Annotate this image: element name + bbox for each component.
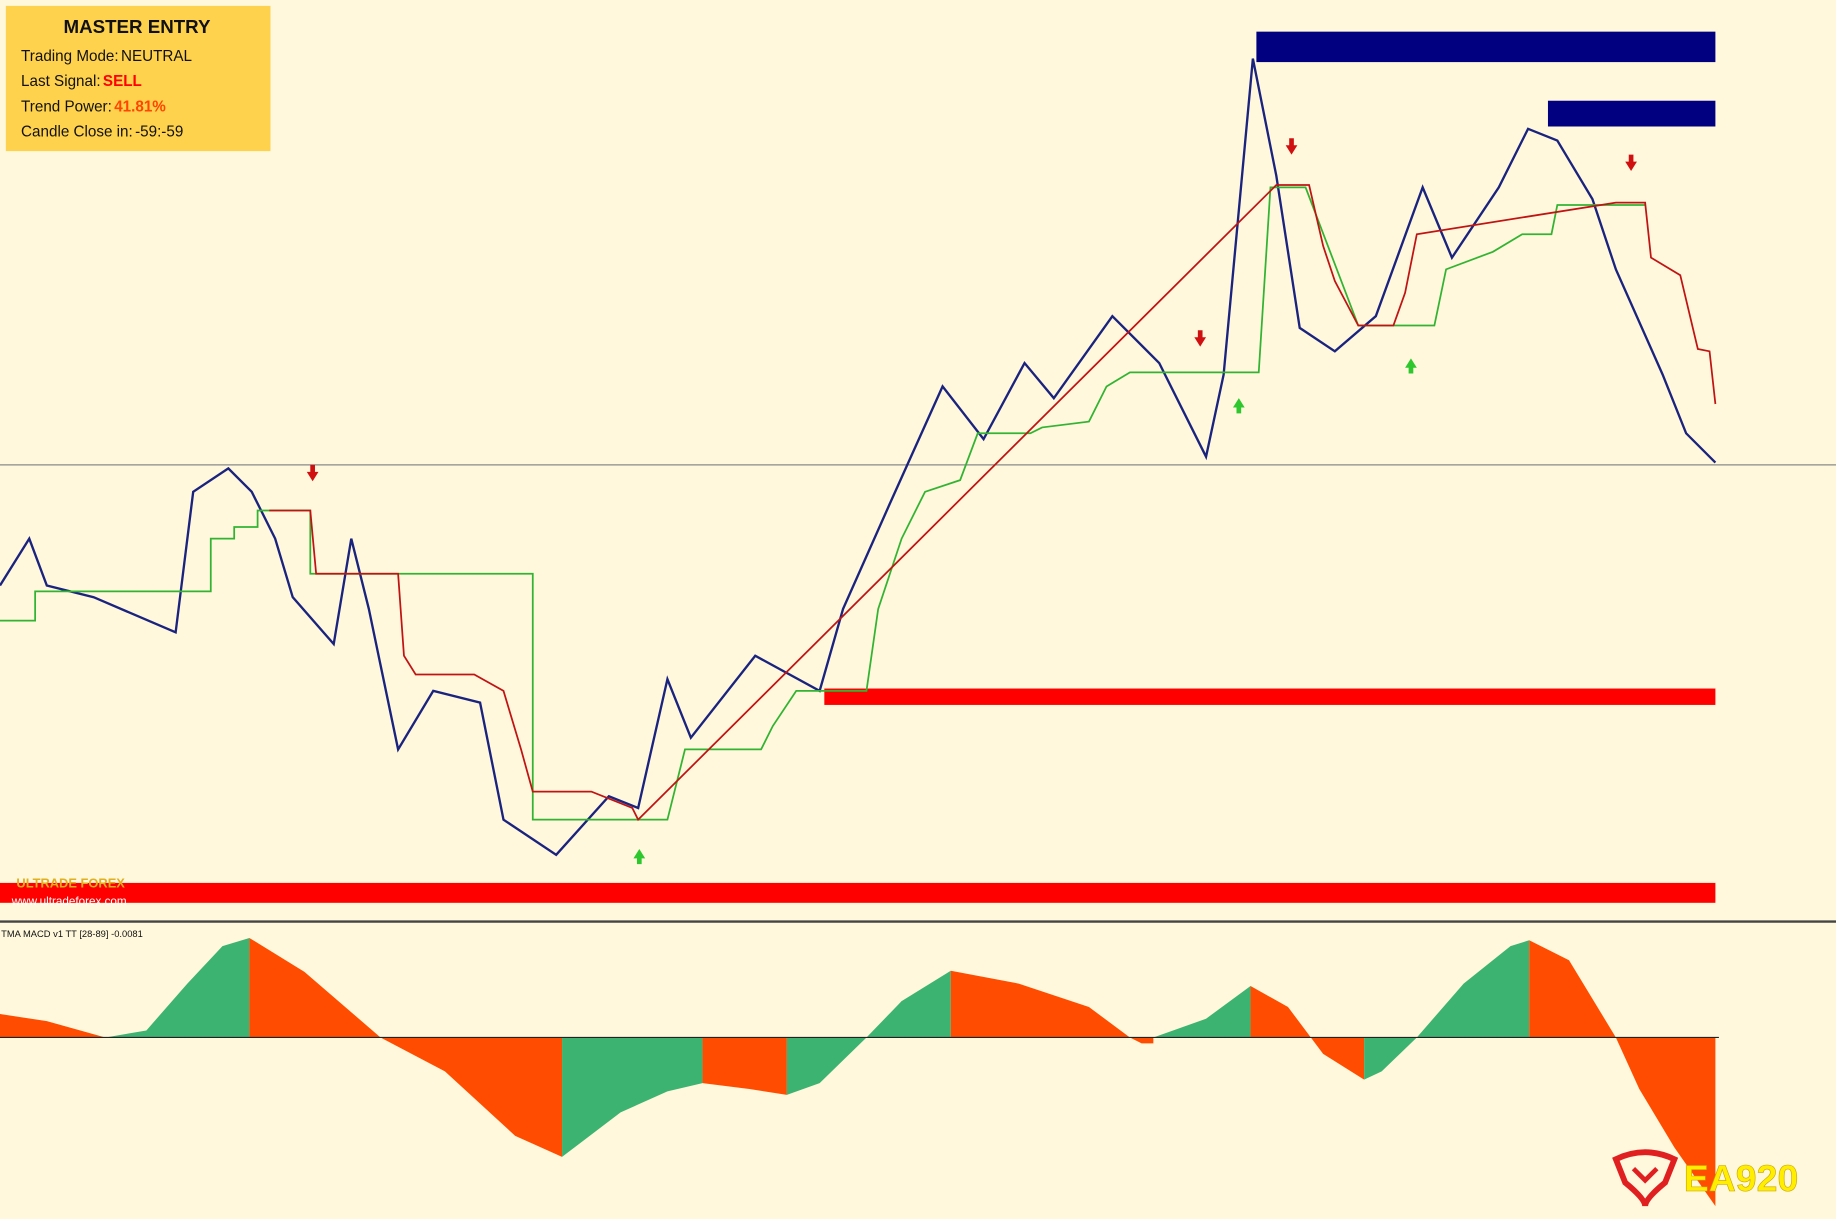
watermark-brand: ULTRADE FOREX xyxy=(16,876,125,891)
resistance-zone xyxy=(1256,31,1716,63)
resistance-line xyxy=(269,184,1717,822)
panel-title: MASTER ENTRY xyxy=(64,16,211,37)
panel-row: Last Signal: SELL xyxy=(21,73,142,90)
row-value: 41.81% xyxy=(114,98,166,115)
support-zone xyxy=(0,882,1716,903)
row-value: -59:-59 xyxy=(135,123,183,140)
info-panel xyxy=(5,5,271,152)
macd-histogram xyxy=(0,937,1719,1207)
logo: EA920 xyxy=(1612,1149,1799,1207)
watermark-url: www.ultradeforex.com xyxy=(11,895,127,908)
row-label: Trading Mode: xyxy=(21,48,119,65)
panel-rows: Trading Mode: NEUTRAL Last Signal: SELL Tren… xyxy=(21,48,192,141)
panel-row: Trend Power: 41.81% xyxy=(21,98,166,115)
buy-arrows xyxy=(633,358,1417,865)
row-value: SELL xyxy=(103,73,142,90)
row-label: Trend Power: xyxy=(21,98,112,115)
support-zone xyxy=(824,688,1716,705)
sell-arrows xyxy=(306,138,1637,482)
panel-row: Trading Mode: NEUTRAL xyxy=(21,48,192,65)
logo-text: EA920 xyxy=(1684,1157,1799,1199)
row-label: Last Signal: xyxy=(21,73,101,90)
row-label: Candle Close in: xyxy=(21,123,133,140)
price-path xyxy=(0,58,1717,857)
indicator-label: TMA MACD v1 TT [28-89] -0.0081 xyxy=(1,929,143,939)
resistance-zone xyxy=(1547,100,1716,127)
panel-row: Candle Close in: -59:-59 xyxy=(21,123,183,140)
row-value: NEUTRAL xyxy=(121,48,192,65)
